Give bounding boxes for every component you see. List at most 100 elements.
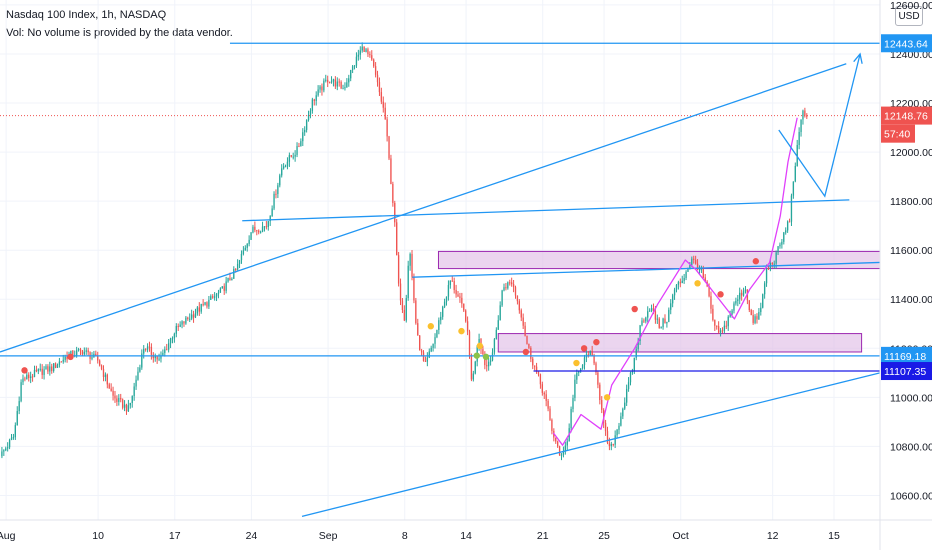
candle bbox=[666, 321, 668, 328]
price-label: 12443.64 bbox=[881, 34, 932, 53]
candle-body bbox=[700, 269, 703, 271]
candle bbox=[522, 313, 524, 330]
candle-body bbox=[200, 304, 202, 312]
candle bbox=[292, 152, 294, 160]
candle bbox=[162, 349, 164, 357]
currency-button[interactable]: USD bbox=[895, 6, 923, 26]
candle-body bbox=[413, 276, 415, 301]
candle-body bbox=[639, 325, 641, 342]
candle-body bbox=[248, 239, 250, 244]
candle-body bbox=[31, 376, 34, 378]
candle-body bbox=[10, 437, 13, 440]
candle bbox=[463, 303, 465, 313]
candle bbox=[409, 252, 411, 271]
marker-yellow bbox=[427, 323, 435, 330]
candle-body bbox=[545, 394, 547, 401]
candle-body bbox=[292, 156, 294, 158]
candle-body bbox=[579, 368, 582, 371]
candle-body bbox=[223, 286, 225, 291]
candle-body bbox=[806, 115, 808, 117]
candle bbox=[466, 316, 469, 336]
candle bbox=[227, 277, 229, 283]
candle-body bbox=[332, 79, 335, 82]
candle-body bbox=[325, 79, 327, 81]
candle-body bbox=[420, 350, 423, 353]
candle-body bbox=[516, 295, 519, 302]
candle bbox=[744, 286, 747, 294]
candle bbox=[315, 91, 317, 106]
candle-body bbox=[721, 330, 724, 332]
candle bbox=[520, 308, 522, 322]
candle-body bbox=[612, 443, 614, 445]
candle bbox=[725, 320, 727, 330]
candle-body bbox=[58, 361, 61, 365]
candle-body bbox=[373, 59, 375, 67]
candle-body bbox=[29, 376, 32, 379]
candle-body bbox=[12, 437, 15, 439]
candle-body bbox=[386, 119, 388, 137]
candle bbox=[3, 449, 5, 456]
candle-body bbox=[137, 371, 139, 380]
candle bbox=[267, 220, 269, 231]
candle bbox=[788, 218, 791, 223]
x-tick-label: Aug bbox=[0, 530, 16, 542]
candle-body bbox=[453, 281, 455, 290]
candle-body bbox=[731, 310, 733, 315]
candle bbox=[5, 446, 7, 452]
candle-body bbox=[503, 287, 505, 291]
candle bbox=[677, 280, 680, 290]
candle-body bbox=[528, 343, 530, 348]
candle bbox=[767, 266, 770, 271]
candle-body bbox=[298, 146, 300, 148]
candle-body bbox=[206, 302, 208, 307]
candle bbox=[537, 371, 540, 377]
candle bbox=[342, 84, 344, 90]
candle-body bbox=[39, 368, 41, 370]
candle-body bbox=[315, 95, 317, 101]
candle bbox=[488, 357, 490, 371]
candle bbox=[670, 299, 672, 315]
candle bbox=[673, 287, 676, 300]
candle bbox=[300, 138, 302, 147]
candle-body bbox=[162, 352, 164, 356]
candle bbox=[81, 349, 84, 356]
price-label-bg bbox=[881, 106, 932, 125]
candle-body bbox=[654, 311, 657, 320]
candle-body bbox=[173, 333, 176, 339]
candle bbox=[353, 65, 356, 70]
candle bbox=[37, 368, 39, 375]
candle bbox=[166, 343, 168, 351]
candle-body bbox=[685, 271, 687, 278]
candle bbox=[505, 282, 507, 291]
candle bbox=[424, 356, 427, 362]
candle bbox=[378, 77, 381, 96]
candle bbox=[714, 319, 716, 331]
candle-body bbox=[407, 265, 409, 299]
candle bbox=[160, 351, 162, 363]
candle-body bbox=[5, 448, 7, 451]
candle-body bbox=[560, 454, 563, 456]
candle bbox=[739, 287, 741, 305]
candle-body bbox=[648, 310, 651, 312]
candle bbox=[618, 422, 620, 435]
candle-body bbox=[455, 289, 457, 295]
candle-body bbox=[779, 244, 781, 247]
candle-body bbox=[708, 286, 710, 297]
y-tick-label: 11600.00 bbox=[890, 245, 932, 257]
candle-body bbox=[171, 338, 174, 340]
candle bbox=[482, 345, 484, 356]
candle-body bbox=[116, 398, 118, 402]
candle-body bbox=[591, 350, 593, 356]
candle-body bbox=[311, 99, 314, 111]
candle bbox=[51, 363, 53, 374]
candle-body bbox=[740, 292, 743, 296]
trend-line bbox=[301, 372, 880, 517]
candle bbox=[98, 359, 101, 367]
candle bbox=[432, 343, 434, 352]
marker-red bbox=[717, 291, 724, 298]
candle-body bbox=[691, 258, 693, 266]
candle-body bbox=[652, 308, 655, 312]
candle bbox=[254, 221, 256, 233]
candle-body bbox=[683, 277, 685, 281]
